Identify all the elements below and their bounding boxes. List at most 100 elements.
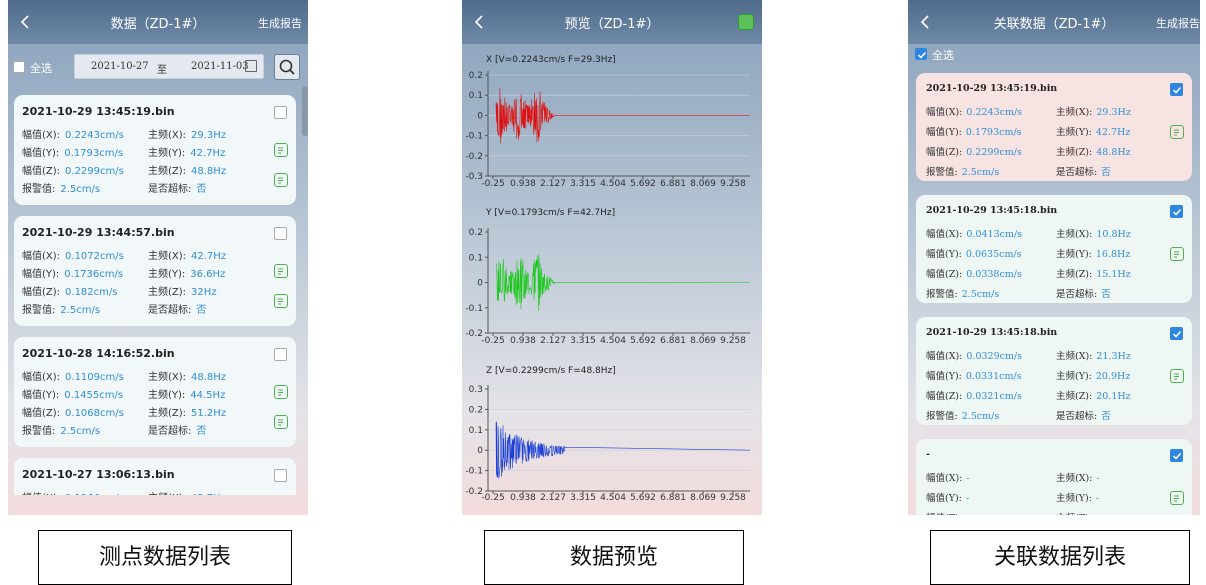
search-icon	[275, 55, 299, 79]
field-value: 0.182cm/s	[65, 287, 117, 298]
x-tick-label: -0.25	[481, 336, 504, 346]
field-label: 是否超标:	[148, 426, 191, 437]
field: 幅值(X):0.1266cm/s	[22, 489, 124, 495]
preview-icon[interactable]	[1170, 125, 1184, 139]
field-value: 0.0321cm/s	[966, 391, 1022, 402]
field-value: 29.3Hz	[1096, 107, 1130, 118]
x-tick-label: 9.258	[720, 336, 746, 346]
field-value: 0.1736cm/s	[64, 269, 123, 280]
field-value: 2.5cm/s	[60, 305, 100, 316]
generate-report-button[interactable]: 生成报告	[1156, 15, 1200, 31]
field: 幅值(Z):0.1068cm/s	[22, 404, 124, 419]
record-card[interactable]: -幅值(X):-主频(X):-幅值(Y):-主频(Y):-幅值(Z):-主频(Z…	[916, 439, 1192, 515]
relate-icon[interactable]	[274, 294, 288, 308]
field-value: 20.9Hz	[1096, 371, 1130, 382]
field: 报警值:2.5cm/s	[22, 422, 100, 437]
checkbox[interactable]	[1170, 449, 1183, 462]
x-tick-label: 9.258	[720, 179, 746, 189]
calendar-icon[interactable]	[245, 60, 257, 72]
field-value: 2.5cm/s	[962, 289, 1000, 300]
checkbox[interactable]	[274, 469, 287, 482]
checkbox[interactable]	[1170, 327, 1183, 340]
field-value: 否	[196, 426, 206, 437]
field-value: -	[1096, 493, 1099, 504]
field-label: 幅值(Z):	[926, 513, 962, 515]
checkbox[interactable]	[1170, 83, 1183, 96]
preview-icon[interactable]	[274, 143, 288, 157]
field-value: 0.2243cm/s	[966, 107, 1022, 118]
preview-icon[interactable]	[274, 264, 288, 278]
record-name: -	[926, 449, 930, 460]
field: 报警值:2.5cm/s	[22, 180, 100, 195]
relate-icon[interactable]	[274, 173, 288, 187]
x-tick-label: 8.069	[690, 336, 716, 346]
relate-icon[interactable]	[274, 415, 288, 429]
search-button[interactable]	[274, 54, 300, 80]
y-tick-label: 0.1	[469, 91, 483, 101]
field-label: 幅值(Z):	[926, 391, 962, 402]
field: 主频(Y):42.7Hz	[148, 144, 225, 159]
field-label: 幅值(Y):	[926, 493, 962, 504]
field: 是否超标:否	[148, 301, 206, 316]
record-card[interactable]: 2021-10-27 13:06:13.bin幅值(X):0.1266cm/s主…	[14, 458, 296, 495]
field: 报警值:2.5cm/s	[926, 164, 999, 178]
field-value: 2.5cm/s	[60, 426, 100, 437]
field: 主频(Y):-	[1056, 490, 1099, 504]
field-label: 主频(Z):	[1056, 147, 1092, 158]
checkbox[interactable]	[274, 227, 287, 240]
chart-label: Y [V=0.1793cm/s F=42.7Hz]	[485, 208, 615, 218]
field-value: 0.2299cm/s	[65, 166, 124, 177]
field: 幅值(Z):0.182cm/s	[22, 283, 117, 298]
icon-glyph	[275, 144, 287, 156]
select-all-label: 全选	[932, 47, 954, 63]
checkbox[interactable]	[1170, 205, 1183, 218]
checkbox[interactable]	[13, 61, 25, 73]
field-value: 否	[1101, 167, 1111, 178]
export-button[interactable]	[738, 14, 754, 30]
x-tick-label: 5.692	[630, 179, 656, 189]
icon-glyph	[1171, 492, 1183, 504]
field-value: 48.8Hz	[191, 166, 226, 177]
field: 主频(X):42.7Hz	[148, 247, 226, 262]
checkbox[interactable]	[915, 48, 927, 60]
x-tick-label: 4.504	[600, 493, 626, 503]
y-tick-label: 0.1	[469, 253, 483, 263]
preview-icon[interactable]	[274, 385, 288, 399]
x-tick-label: 5.692	[630, 336, 656, 346]
header-bar: 数据（ZD-1#）生成报告	[8, 0, 308, 44]
y-tick-label: 0	[477, 446, 483, 456]
waveform	[496, 88, 750, 144]
field: 主频(Z): 20.1Hz	[1056, 388, 1131, 402]
field-label: 幅值(X):	[22, 130, 60, 141]
field-value: 否	[1101, 411, 1111, 422]
field-value: 36.6Hz	[190, 269, 225, 280]
x-tick-label: -0.25	[481, 493, 504, 503]
field-value: -	[966, 473, 969, 484]
field-value: -	[966, 513, 969, 515]
field-label: 主频(Z):	[1056, 391, 1092, 402]
field: 幅值(Y):0.1736cm/s	[22, 265, 123, 280]
field: 幅值(X):0.0329cm/s	[926, 348, 1022, 362]
field: 幅值(Z): -	[926, 510, 969, 515]
generate-report-button[interactable]: 生成报告	[258, 15, 302, 31]
checkbox[interactable]	[274, 106, 287, 119]
preview-icon[interactable]	[1170, 491, 1184, 505]
preview-icon[interactable]	[1170, 369, 1184, 383]
field: 主频(X):29.3Hz	[148, 126, 226, 141]
field-label: 是否超标:	[148, 184, 191, 195]
caption: 数据预览	[484, 530, 744, 585]
preview-icon[interactable]	[1170, 247, 1184, 261]
field-label: 幅值(Y):	[22, 148, 59, 159]
field-value: 21.3Hz	[1096, 351, 1130, 362]
checkbox[interactable]	[274, 348, 287, 361]
field: 主频(Z):48.8Hz	[148, 162, 226, 177]
field-label: 幅值(Z):	[926, 269, 962, 280]
field-value: 20.1Hz	[1096, 391, 1130, 402]
